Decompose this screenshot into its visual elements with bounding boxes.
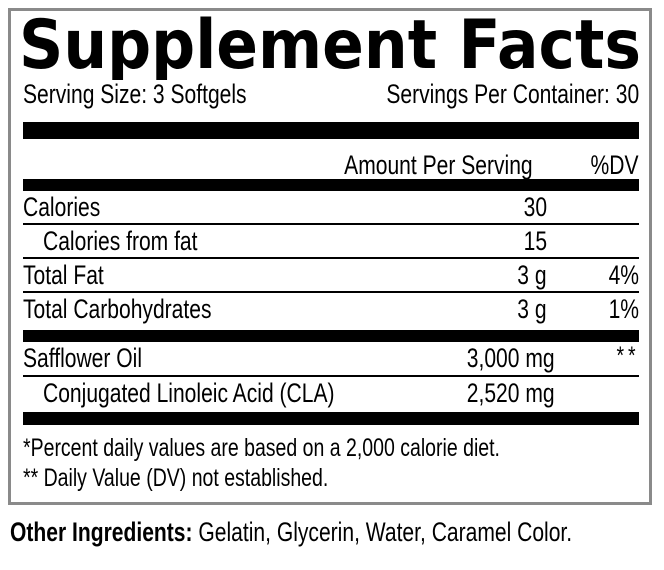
footnotes: *Percent daily values are based on a 2,0…	[23, 433, 639, 493]
footnote-dv-not-established: ** Daily Value (DV) not established.	[23, 464, 329, 492]
footnote-daily-values: *Percent daily values are based on a 2,0…	[23, 434, 500, 462]
row-name: Calories	[23, 192, 101, 222]
medium-divider-bar	[23, 179, 639, 191]
medium-divider-bar	[23, 412, 639, 425]
row-amount: 30	[523, 192, 547, 222]
panel-title-text: Supplement Facts	[19, 16, 641, 80]
other-ingredients-label: Other Ingredients:	[10, 517, 193, 547]
table-row: Total Fat 3 g 4%	[23, 259, 639, 293]
table-row: Total Carbohydrates 3 g 1%	[23, 293, 639, 325]
ingredient-rows-section: Safflower Oil 3,000 mg ** Conjugated Lin…	[23, 342, 639, 409]
row-name: Conjugated Linoleic Acid (CLA)	[43, 378, 335, 408]
serving-info-row: Serving Size: 3 Softgels Servings Per Co…	[23, 80, 639, 108]
other-ingredients-value: Gelatin, Glycerin, Water, Caramel Color.	[192, 517, 573, 547]
row-dv: 1%	[608, 294, 639, 324]
amount-per-serving-header: Amount Per Serving	[344, 150, 533, 180]
row-amount: 3,000 mg	[466, 343, 555, 373]
medium-divider-bar	[23, 330, 639, 342]
row-name: Calories from fat	[43, 226, 198, 256]
row-amount: 3 g	[517, 294, 547, 324]
row-name: Total Fat	[23, 260, 104, 290]
other-ingredients-text: Other Ingredients: Gelatin, Glycerin, Wa…	[10, 518, 572, 546]
column-header-row: Amount Per Serving %DV	[23, 151, 639, 179]
row-name: Total Carbohydrates	[23, 294, 212, 324]
row-amount: 2,520 mg	[466, 378, 555, 408]
nutrient-rows-section: Calories 30 Calories from fat 15 Total F…	[23, 191, 639, 325]
table-row: Calories 30	[23, 191, 639, 225]
table-row: Safflower Oil 3,000 mg **	[23, 342, 639, 377]
supplement-facts-panel: Supplement Facts Serving Size: 3 Softgel…	[8, 8, 652, 505]
other-ingredients-line: Other Ingredients: Gelatin, Glycerin, Wa…	[10, 518, 664, 546]
table-row: Calories from fat 15	[23, 225, 639, 259]
percent-dv-header: %DV	[591, 150, 639, 180]
row-dv: 4%	[608, 260, 639, 290]
thick-divider-bar	[23, 122, 639, 139]
row-name: Safflower Oil	[23, 343, 142, 373]
panel-title: Supplement Facts	[19, 16, 641, 80]
servings-per-container-text: Servings Per Container: 30	[386, 79, 639, 109]
row-amount: 15	[523, 226, 547, 256]
row-dv: **	[616, 342, 639, 370]
serving-size-text: Serving Size: 3 Softgels	[23, 79, 247, 109]
table-row: Conjugated Linoleic Acid (CLA) 2,520 mg	[23, 377, 639, 409]
row-amount: 3 g	[517, 260, 547, 290]
